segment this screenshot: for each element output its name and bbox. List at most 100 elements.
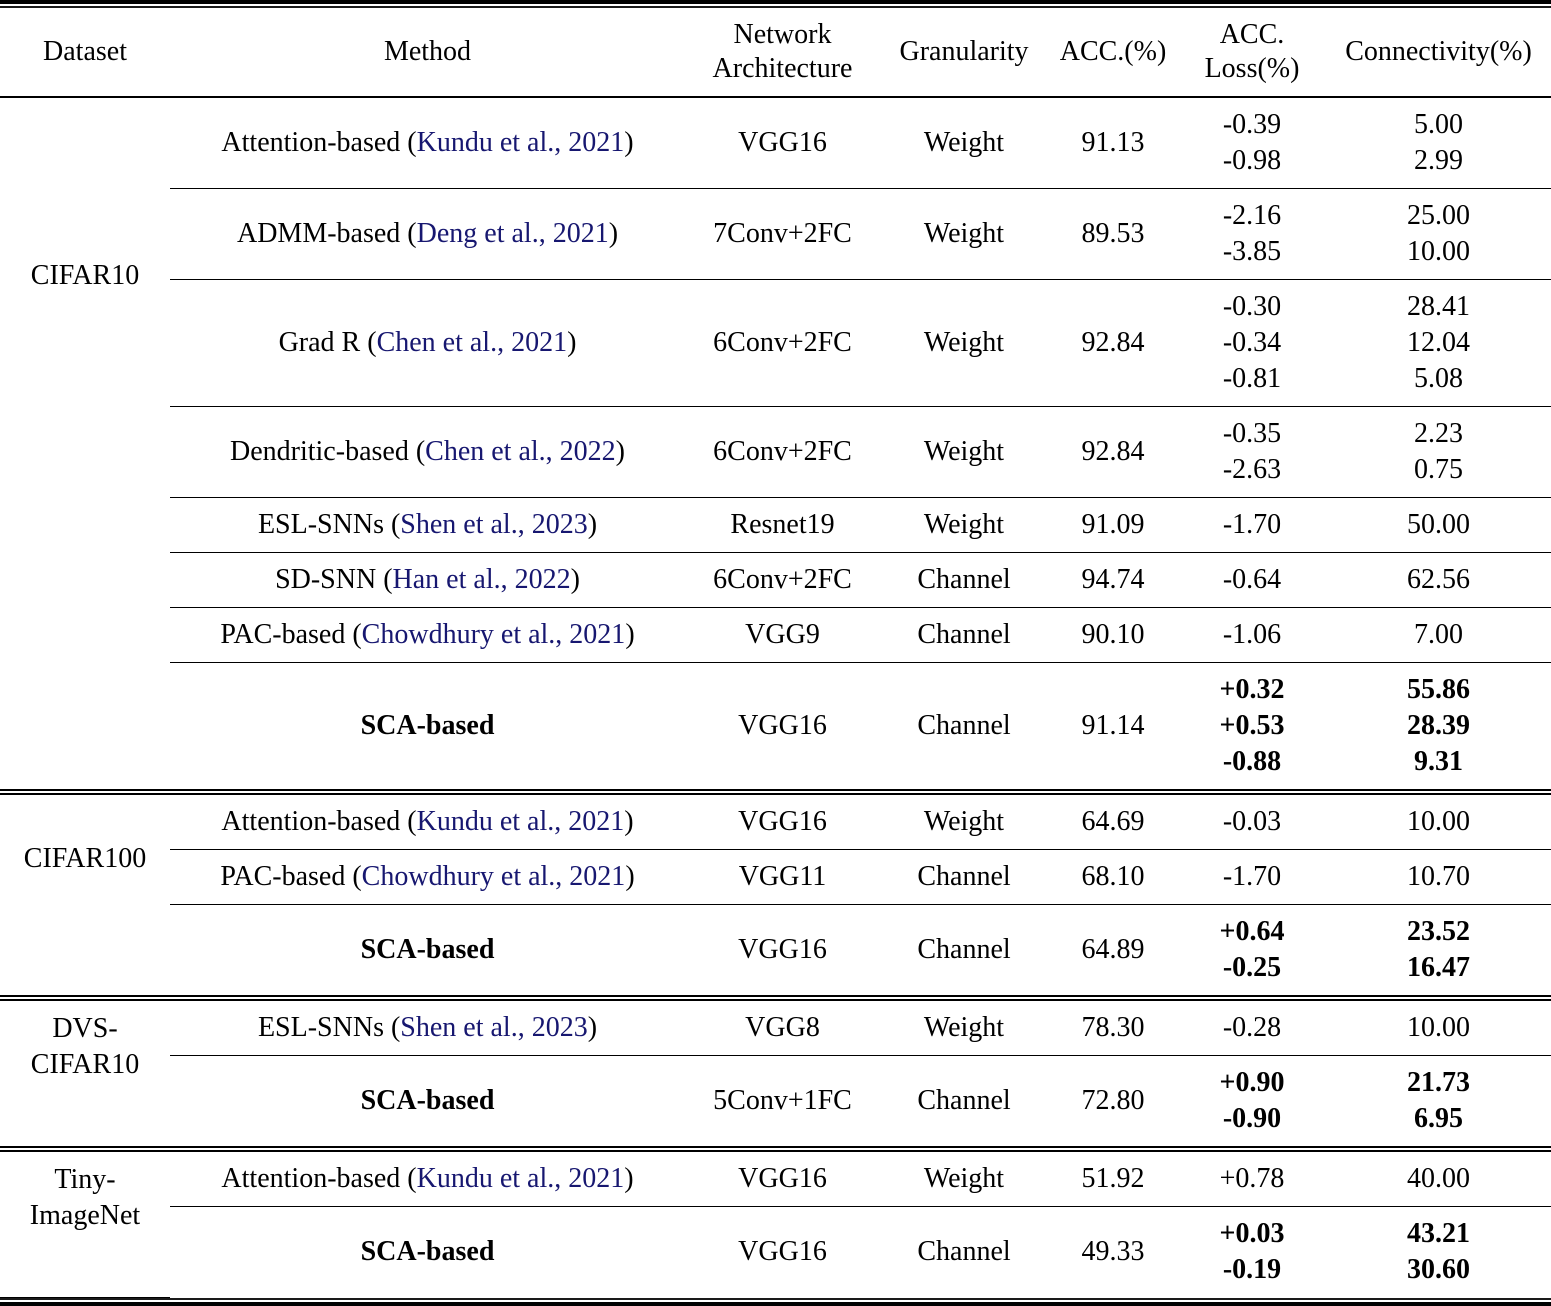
connectivity-value: 2.23 xyxy=(1414,418,1463,449)
acc-loss-cell: -1.70 xyxy=(1178,849,1326,905)
method-cell: SCA-based xyxy=(170,663,685,791)
acc-loss-value: -0.98 xyxy=(1222,145,1282,176)
method-cell: PAC-based (Chowdhury et al., 2021) xyxy=(170,607,685,663)
col-header-acc-loss: ACC. Loss(%) xyxy=(1178,8,1326,98)
connectivity-cell: 55.86 28.39 9.31 xyxy=(1326,663,1551,791)
connectivity-cell: 43.21 30.60 xyxy=(1326,1207,1551,1298)
method-name: SCA-based xyxy=(360,934,495,965)
accuracy-cell: 64.89 xyxy=(1081,934,1145,965)
connectivity-value: 10.00 xyxy=(1407,236,1470,267)
accuracy-cell: 72.80 xyxy=(1081,1085,1145,1116)
dataset-label-line: CIFAR10 xyxy=(30,1049,140,1080)
granularity-cell: Channel xyxy=(880,849,1048,905)
citation-link[interactable]: Chowdhury et al., 2021 xyxy=(361,861,626,892)
acc-loss-value: +0.90 xyxy=(1219,1067,1285,1098)
citation-link[interactable]: Shen et al., 2023 xyxy=(400,509,588,540)
connectivity-value: 40.00 xyxy=(1407,1163,1470,1194)
method-name-suffix: ) xyxy=(624,806,634,837)
acc-loss-value: +0.03 xyxy=(1219,1218,1285,1249)
granularity-cell: Weight xyxy=(880,497,1048,553)
acc-loss-value: -0.39 xyxy=(1222,109,1282,140)
connectivity-value: 10.00 xyxy=(1407,806,1470,837)
method-cell: Dendritic-based (Chen et al., 2022) xyxy=(170,406,685,498)
acc-loss-value: -0.30 xyxy=(1222,291,1282,322)
granularity-cell: Weight xyxy=(880,1000,1048,1056)
connectivity-value: 2.99 xyxy=(1414,145,1463,176)
bottom-rule-thick xyxy=(0,1301,1551,1306)
method-name-suffix: ) xyxy=(625,861,635,892)
method-name: Attention-based ( xyxy=(221,806,417,837)
citation-link[interactable]: Kundu et al., 2021 xyxy=(416,127,625,158)
connectivity-cell: 62.56 xyxy=(1326,552,1551,608)
connectivity-cell: 2.23 0.75 xyxy=(1326,406,1551,498)
table-row: DVS- CIFAR10 ESL-SNNs (Shen et al., 2023) V… xyxy=(0,1000,1551,1148)
col-header-granularity: Granularity xyxy=(880,8,1048,98)
method-cell: Attention-based (Kundu et al., 2021) xyxy=(170,1151,685,1207)
acc-loss-value: -0.19 xyxy=(1222,1254,1282,1285)
accuracy-cell: 68.10 xyxy=(1048,849,1178,905)
connectivity-cell: 23.52 16.47 xyxy=(1326,905,1551,997)
citation-link[interactable]: Deng et al., 2021 xyxy=(416,218,609,249)
table-row: ADMM-based (Deng et al., 2021) 7Conv+2FC W… xyxy=(0,188,1551,280)
method-cell: SCA-based xyxy=(170,905,685,997)
acc-loss-value: +0.64 xyxy=(1219,916,1285,947)
acc-loss-value: -0.03 xyxy=(1222,806,1282,837)
method-name-suffix: ) xyxy=(587,1012,598,1043)
accuracy-cell: 51.92 xyxy=(1048,1151,1178,1207)
section-divider xyxy=(0,1146,1551,1152)
method-cell: ADMM-based (Deng et al., 2021) xyxy=(170,188,685,280)
architecture-cell: VGG16 xyxy=(685,1151,880,1207)
connectivity-cell: 5.00 2.99 xyxy=(1326,97,1551,189)
table-row: PAC-based (Chowdhury et al., 2021) VGG11 C… xyxy=(0,849,1551,905)
connectivity-cell: 10.00 xyxy=(1326,794,1551,850)
accuracy-cell: 64.69 xyxy=(1048,794,1178,850)
method-name-suffix: ) xyxy=(570,564,580,595)
acc-loss-cell: -0.39 -0.98 xyxy=(1178,97,1326,189)
citation-link[interactable]: Kundu et al., 2021 xyxy=(416,806,625,837)
connectivity-value: 7.00 xyxy=(1414,619,1463,650)
connectivity-cell: 21.73 6.95 xyxy=(1326,1056,1551,1148)
table-row: Dendritic-based (Chen et al., 2022) 6Conv… xyxy=(0,406,1551,498)
connectivity-value: 28.39 xyxy=(1407,710,1470,741)
method-name: ADMM-based ( xyxy=(236,218,417,249)
acc-loss-cell: +0.90 -0.90 xyxy=(1178,1056,1326,1148)
col-header-acc: ACC.(%) xyxy=(1048,8,1178,98)
table-row: ESL-SNNs (Shen et al., 2023) Resnet19 Weig… xyxy=(0,497,1551,553)
accuracy-cell: 91.13 xyxy=(1048,97,1178,189)
table-header-row: Dataset Method Network Architecture Gran… xyxy=(0,8,1551,98)
col-header-connectivity: Connectivity(%) xyxy=(1326,8,1551,98)
citation-link[interactable]: Han et al., 2022 xyxy=(392,564,571,595)
method-name: SCA-based xyxy=(360,1085,495,1116)
acc-loss-cell: -0.64 xyxy=(1178,552,1326,608)
table-row: SCA-based VGG16 Channel 49.33 +0.03 -0.19 43.2… xyxy=(0,1207,1551,1298)
granularity-cell: Channel xyxy=(917,710,1011,741)
citation-link[interactable]: Shen et al., 2023 xyxy=(400,1012,588,1043)
method-name: ESL-SNNs ( xyxy=(257,1012,401,1043)
col-header-method: Method xyxy=(170,8,685,98)
connectivity-value: 62.56 xyxy=(1407,564,1470,595)
citation-link[interactable]: Chowdhury et al., 2021 xyxy=(361,619,626,650)
method-name: SCA-based xyxy=(360,710,495,741)
acc-loss-cell: +0.64 -0.25 xyxy=(1178,905,1326,997)
connectivity-cell: 40.00 xyxy=(1326,1151,1551,1207)
acc-loss-value: -0.28 xyxy=(1222,1012,1282,1043)
method-name: ESL-SNNs ( xyxy=(257,509,401,540)
citation-link[interactable]: Chen et al., 2022 xyxy=(425,436,616,467)
connectivity-value: 28.41 xyxy=(1407,291,1470,322)
connectivity-cell: 25.00 10.00 xyxy=(1326,188,1551,280)
granularity-cell: Channel xyxy=(880,552,1048,608)
acc-loss-value: +0.53 xyxy=(1219,710,1285,741)
citation-link[interactable]: Kundu et al., 2021 xyxy=(416,1163,625,1194)
top-rule-gap xyxy=(0,4,1551,6)
acc-loss-value: -0.25 xyxy=(1222,952,1282,983)
connectivity-value: 5.00 xyxy=(1414,109,1463,140)
acc-loss-value: -1.70 xyxy=(1222,861,1282,892)
accuracy-cell: 89.53 xyxy=(1048,188,1178,280)
method-name: PAC-based ( xyxy=(220,861,362,892)
dataset-label-line: CIFAR10 xyxy=(30,260,140,291)
method-cell: ESL-SNNs (Shen et al., 2023) xyxy=(170,1000,685,1056)
acc-loss-value: -0.88 xyxy=(1222,746,1282,777)
dataset-label-line: Tiny- xyxy=(54,1164,116,1195)
citation-link[interactable]: Chen et al., 2021 xyxy=(376,327,568,358)
method-cell: Attention-based (Kundu et al., 2021) xyxy=(170,97,685,189)
